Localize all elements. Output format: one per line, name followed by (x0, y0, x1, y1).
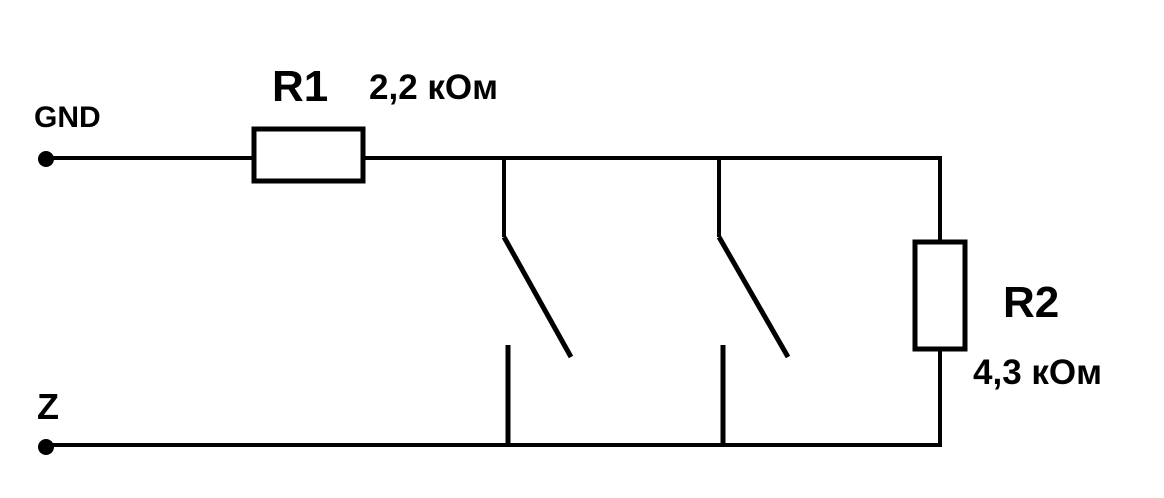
z-terminal (38, 439, 54, 455)
z-label: Z (37, 386, 59, 427)
resistor-r2 (912, 239, 968, 352)
r1-value-label: 2,2 кОм (369, 68, 498, 107)
switch-1 (501, 158, 574, 445)
r2-ref-label: R2 (1003, 278, 1059, 327)
switch-1-blade (501, 235, 574, 359)
switch-2 (716, 158, 791, 445)
resistor-r1 (251, 126, 366, 184)
r1-ref-label: R1 (272, 62, 328, 111)
gnd-terminal (38, 151, 54, 167)
r2-value-label: 4,3 кОм (973, 353, 1102, 392)
switch-2-blade (716, 235, 791, 359)
gnd-label: GND (34, 101, 101, 134)
